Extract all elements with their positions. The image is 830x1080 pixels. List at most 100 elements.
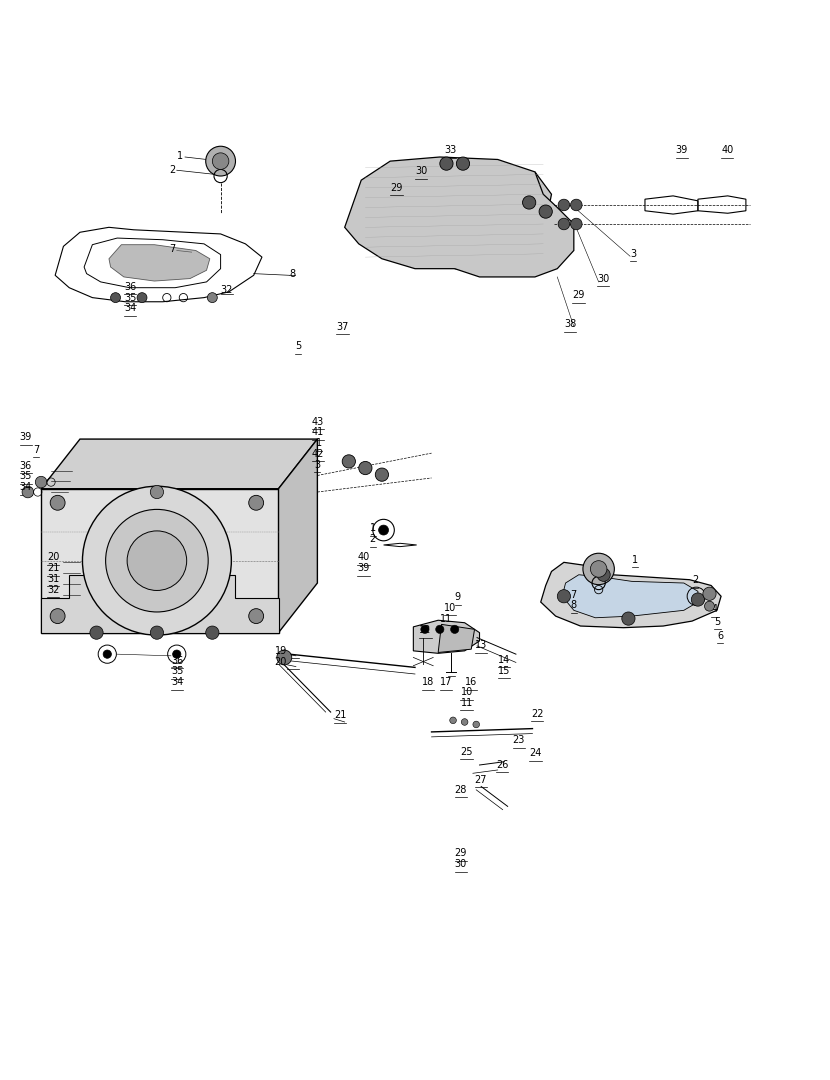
Text: 28: 28 [455,785,467,795]
Text: 35: 35 [124,293,136,302]
Text: 6: 6 [717,631,723,640]
Circle shape [597,568,610,581]
Circle shape [36,476,46,488]
Circle shape [473,721,480,728]
Text: 40: 40 [721,146,734,156]
Text: 18: 18 [422,677,434,687]
Circle shape [206,146,236,176]
Circle shape [105,510,208,612]
Polygon shape [42,575,279,633]
Circle shape [50,496,65,510]
Text: 7: 7 [570,590,577,599]
Circle shape [277,650,291,665]
Text: 24: 24 [530,748,541,758]
Circle shape [150,485,164,499]
Text: 34: 34 [20,482,32,492]
Text: 2: 2 [369,535,376,544]
Text: 29: 29 [455,849,467,859]
Circle shape [208,293,217,302]
Text: 42: 42 [311,449,324,459]
Polygon shape [344,157,551,269]
Circle shape [342,455,355,468]
Text: 32: 32 [46,584,59,595]
Circle shape [703,588,716,600]
Text: 34: 34 [124,303,136,313]
Circle shape [375,468,388,482]
Text: 10: 10 [461,687,473,698]
Circle shape [421,625,429,634]
Text: 1: 1 [369,524,376,534]
Circle shape [558,199,569,211]
Text: 30: 30 [415,166,427,176]
Text: 12: 12 [419,625,432,635]
Text: 11: 11 [440,613,452,623]
Text: 26: 26 [496,760,509,770]
Text: 30: 30 [455,860,467,869]
Text: 5: 5 [295,341,301,351]
Text: 1: 1 [315,438,322,448]
Circle shape [450,717,456,724]
Circle shape [436,625,444,634]
Text: 9: 9 [455,592,461,602]
Circle shape [378,525,388,535]
Text: 7: 7 [33,445,39,455]
Text: 37: 37 [336,322,349,332]
Text: 27: 27 [475,774,487,785]
Circle shape [150,626,164,639]
Text: 34: 34 [171,677,183,687]
Circle shape [539,205,552,218]
Polygon shape [42,489,279,633]
Circle shape [583,553,614,584]
Circle shape [457,157,470,171]
Text: 8: 8 [570,600,577,610]
Circle shape [22,486,34,498]
Text: 33: 33 [444,146,456,156]
Circle shape [570,199,582,211]
Text: 1: 1 [178,151,183,162]
Polygon shape [438,624,475,652]
Text: 25: 25 [461,746,473,757]
Text: 22: 22 [531,708,544,718]
Circle shape [137,293,147,302]
Polygon shape [413,620,480,653]
Polygon shape [279,440,317,633]
Circle shape [103,650,111,659]
Text: 3: 3 [630,248,637,259]
Text: 29: 29 [390,183,403,192]
Circle shape [451,625,459,634]
Circle shape [110,293,120,302]
Text: 8: 8 [290,269,295,279]
Circle shape [359,461,372,474]
Text: 36: 36 [124,282,136,292]
Text: 41: 41 [311,428,324,437]
Circle shape [461,718,468,726]
Circle shape [90,626,103,639]
Polygon shape [42,440,317,489]
Polygon shape [540,563,721,627]
Text: 36: 36 [171,656,183,665]
Text: 39: 39 [20,432,32,443]
Circle shape [691,593,705,606]
Text: 20: 20 [46,552,59,563]
Text: 2: 2 [692,576,698,585]
Polygon shape [109,245,210,281]
Text: 14: 14 [498,654,510,665]
Text: 39: 39 [676,146,688,156]
Polygon shape [455,172,574,276]
Text: 21: 21 [334,711,346,720]
Circle shape [212,153,229,170]
Circle shape [82,486,232,635]
Circle shape [523,195,536,210]
Circle shape [50,609,65,623]
Circle shape [705,602,715,611]
Text: 7: 7 [168,244,175,254]
Polygon shape [562,575,698,618]
Text: 10: 10 [444,603,456,612]
Text: 31: 31 [46,573,59,584]
Circle shape [440,157,453,171]
Text: 5: 5 [715,617,720,626]
Circle shape [206,626,219,639]
Text: 4: 4 [711,605,717,615]
Circle shape [570,218,582,230]
Text: 19: 19 [275,646,287,656]
